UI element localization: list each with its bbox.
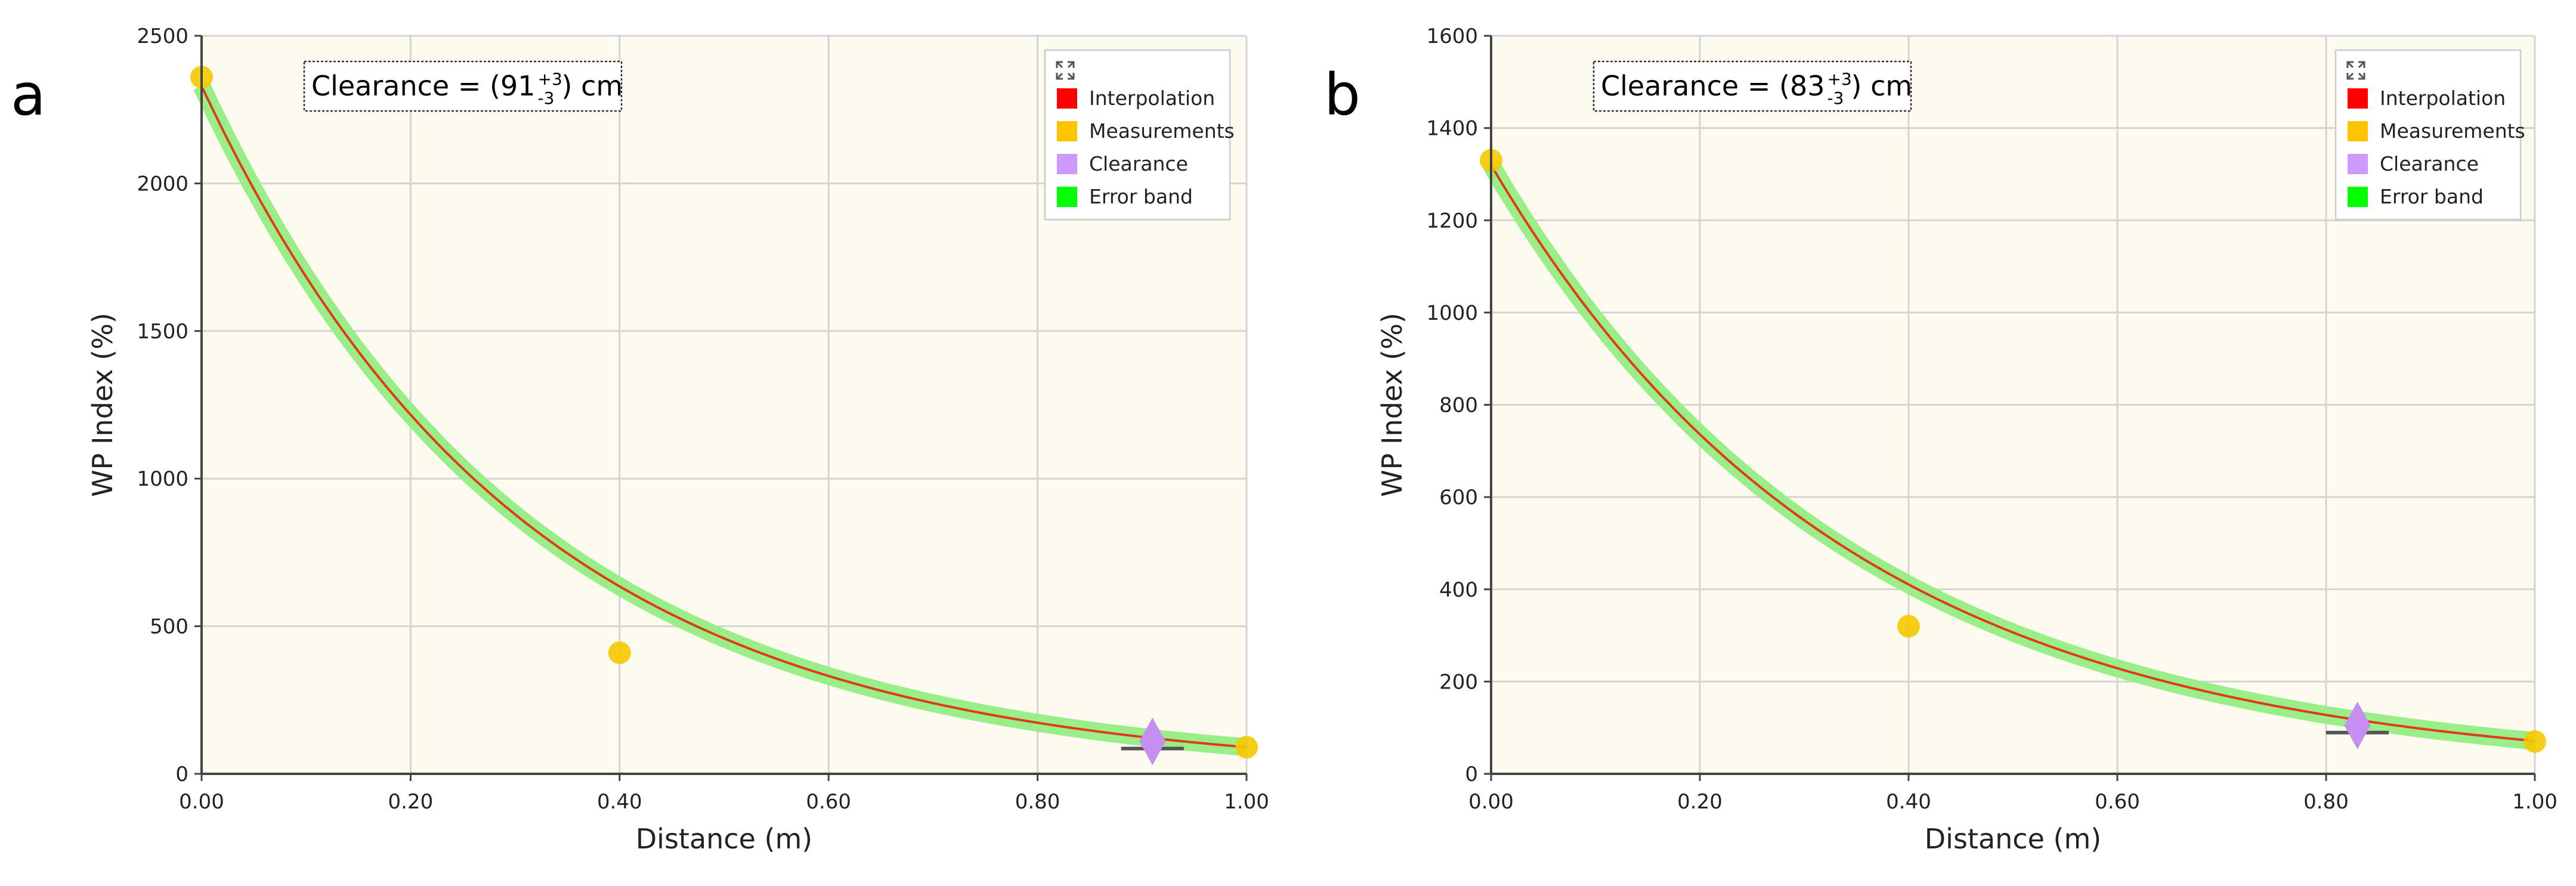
legend-swatch[interactable]	[2348, 121, 2368, 141]
legend-label[interactable]: Error band	[2380, 185, 2484, 208]
legend-swatch[interactable]	[1057, 121, 1077, 141]
expand-arrow-bl	[2346, 72, 2354, 80]
measurement-point	[1897, 615, 1920, 638]
clearance-annotation-suffix: ) cm	[1851, 70, 1913, 102]
y-tick-label: 800	[1439, 394, 1478, 418]
chart-panel-b: b 0.00 0.20 0.40 0.60 0.80 1.00 0 200 400 600 800 10…	[1324, 24, 2558, 855]
clearance-marker	[2344, 701, 2371, 749]
y-tick-label: 1500	[137, 320, 188, 344]
measurement-point	[608, 641, 631, 665]
x-tick-label: 0.40	[597, 790, 642, 814]
x-tick-label: 0.20	[388, 790, 434, 814]
clearance-annotation-upper-error: +3	[538, 69, 562, 89]
expand-arrow-bl	[1056, 72, 1063, 80]
x-tick-label: 0.40	[1886, 790, 1931, 814]
y-tick-label: 1400	[1426, 117, 1478, 141]
expand-icon[interactable]	[2346, 61, 2365, 80]
x-tick-label: 0.60	[2095, 790, 2140, 814]
legend-swatch[interactable]	[1057, 154, 1077, 174]
clearance-annotation-box	[1592, 60, 1912, 112]
legend-swatch[interactable]	[1057, 88, 1077, 109]
legend-label[interactable]: Interpolation	[2380, 87, 2506, 110]
legend-label[interactable]: Interpolation	[1089, 87, 1215, 110]
y-tick-label: 600	[1439, 486, 1478, 510]
expand-arrow-tr	[1067, 61, 1075, 69]
y-tick-label: 200	[1439, 670, 1478, 694]
x-tick-label: 1.00	[1224, 790, 1269, 814]
panel-label: a	[11, 61, 46, 128]
x-tick-label: 0.60	[806, 790, 851, 814]
chart-panel-a: a 0.00 0.20 0.40 0.60 0.80 1.00 0 500 1000 1500 200…	[11, 24, 1269, 855]
x-tick-label: 0.00	[179, 790, 224, 814]
clearance-annotation-box	[303, 60, 623, 112]
y-tick-label: 2000	[137, 172, 188, 196]
legend-label[interactable]: Measurements	[2380, 119, 2525, 143]
x-tick-label: 1.00	[2512, 790, 2558, 814]
y-axis-title: WP Index (%)	[1376, 313, 1408, 497]
clearance-annotation-prefix: Clearance = (91	[311, 70, 536, 102]
clearance-annotation-prefix: Clearance = (83	[1601, 70, 1825, 102]
expand-arrow-tl	[1056, 61, 1063, 69]
x-axis-title: Distance (m)	[636, 823, 812, 855]
legend-label[interactable]: Clearance	[1089, 152, 1188, 175]
x-tick-label: 0.80	[2303, 790, 2349, 814]
expand-arrow-tl	[2346, 61, 2354, 69]
interpolation-line	[200, 85, 1247, 749]
y-tick-label: 400	[1439, 578, 1478, 602]
legend-label[interactable]: Measurements	[1089, 119, 1235, 143]
clearance-annotation-upper-error: +3	[1827, 69, 1852, 89]
legend-label[interactable]: Clearance	[2380, 152, 2479, 175]
clearance-annotation-suffix: ) cm	[562, 70, 623, 102]
panel-label: b	[1324, 61, 1360, 128]
legend-swatch[interactable]	[2348, 154, 2368, 174]
clearance-marker	[1139, 717, 1166, 765]
legend-label[interactable]: Error band	[1089, 185, 1193, 208]
y-tick-label: 0	[1465, 762, 1478, 786]
x-axis-title: Distance (m)	[1925, 823, 2101, 855]
y-tick-label: 1000	[137, 467, 188, 491]
y-axis-title: WP Index (%)	[86, 313, 119, 497]
expand-arrow-br	[2358, 72, 2365, 80]
measurement-point	[2524, 730, 2546, 753]
legend-swatch[interactable]	[1057, 187, 1077, 207]
y-tick-label: 500	[150, 615, 188, 639]
expand-icon[interactable]	[1056, 61, 1075, 80]
y-tick-label: 2500	[137, 24, 188, 48]
expand-arrow-tr	[2358, 61, 2365, 69]
x-tick-label: 0.80	[1015, 790, 1060, 814]
y-tick-label: 0	[175, 762, 188, 786]
x-tick-label: 0.00	[1468, 790, 1514, 814]
clearance-annotation-lower-error: -3	[538, 88, 555, 108]
legend-swatch[interactable]	[2348, 88, 2368, 109]
x-tick-label: 0.20	[1677, 790, 1723, 814]
y-tick-label: 1200	[1426, 209, 1478, 233]
y-tick-label: 1000	[1426, 301, 1478, 325]
measurement-point	[1235, 736, 1258, 759]
clearance-annotation-lower-error: -3	[1827, 88, 1844, 108]
y-tick-label: 1600	[1426, 24, 1478, 48]
legend-swatch[interactable]	[2348, 187, 2368, 207]
expand-arrow-br	[1067, 72, 1075, 80]
